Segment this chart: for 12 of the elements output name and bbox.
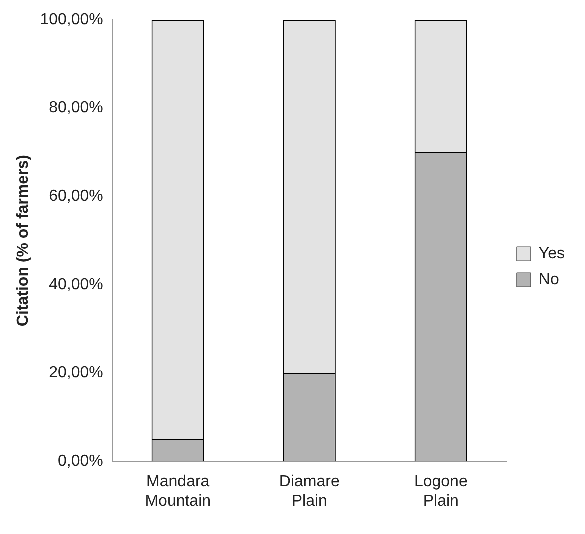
- x-tick-label: Logone Plain: [414, 474, 468, 510]
- legend-label: No: [538, 271, 560, 288]
- y-tick-label: 80,00%: [49, 100, 104, 117]
- x-tick-label: Diamare Plain: [279, 474, 340, 510]
- y-tick-label: 100,00%: [40, 11, 104, 28]
- y-tick-label: 60,00%: [49, 188, 104, 206]
- x-tick-label: Mandara Mountain: [145, 474, 212, 510]
- y-axis-title: Citation (% of farmers): [15, 155, 32, 327]
- legend-label: Yes: [538, 245, 566, 262]
- y-tick-label: 0,00%: [58, 453, 104, 470]
- y-tick-label: 40,00%: [49, 276, 104, 294]
- y-tick-label: 20,00%: [49, 364, 104, 382]
